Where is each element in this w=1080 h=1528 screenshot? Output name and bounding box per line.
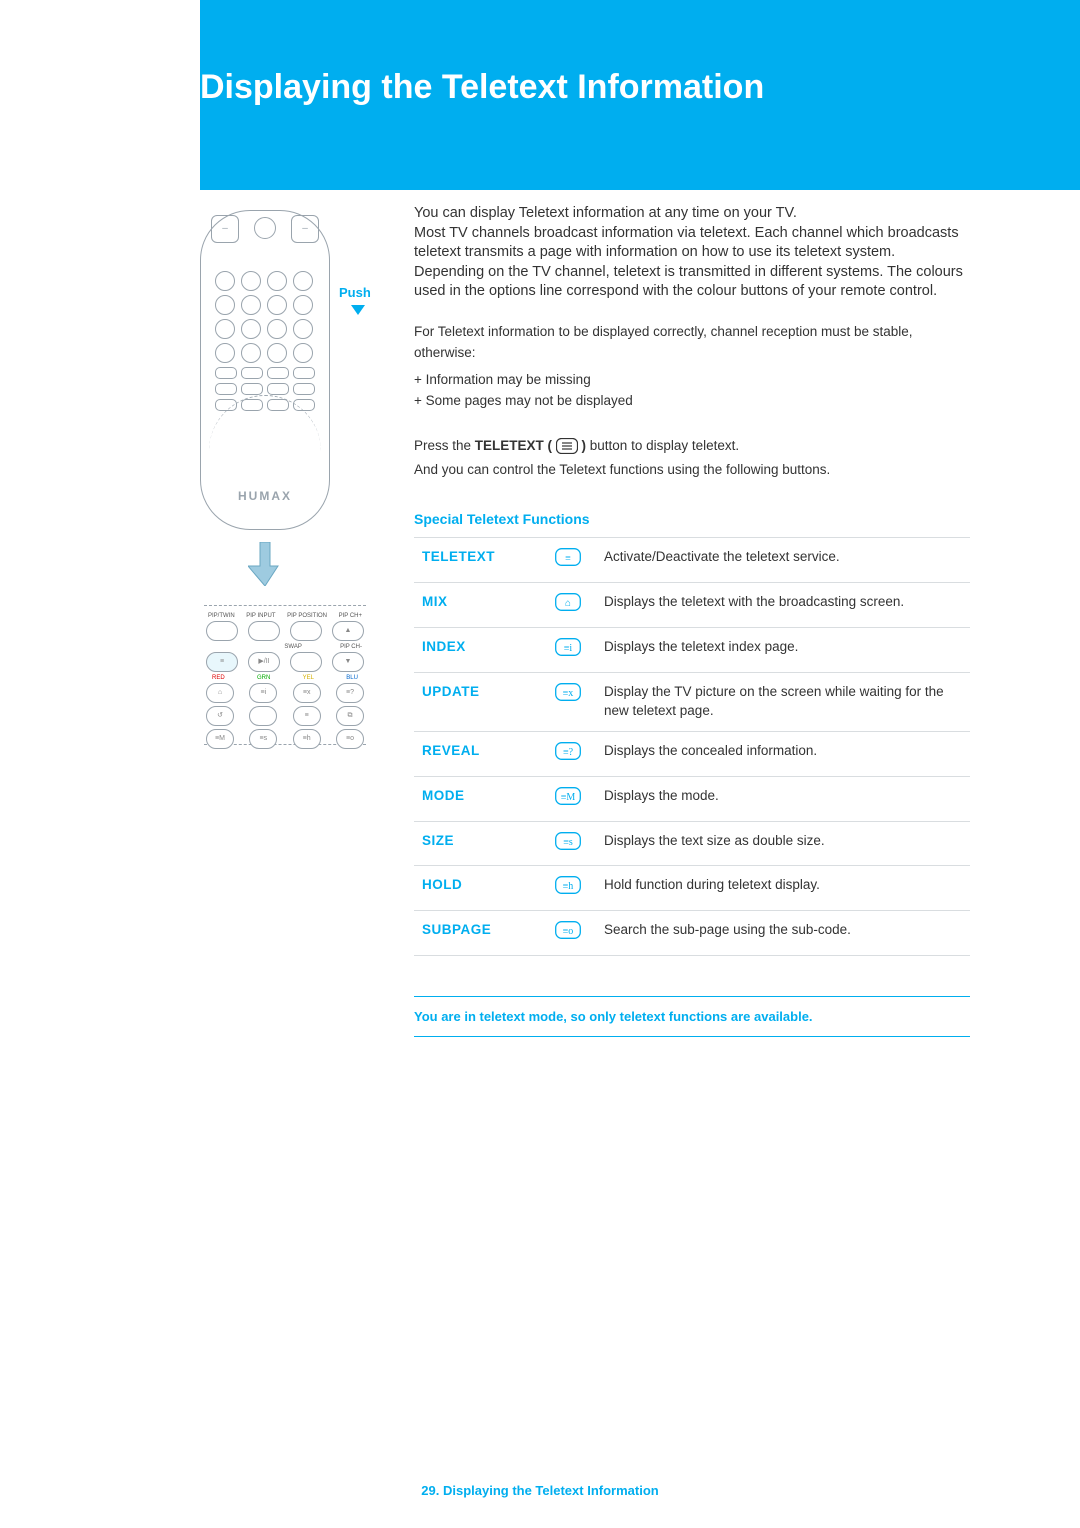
function-name: MODE [414,776,540,821]
zoom-color-label: RED [212,675,225,681]
table-row: REVEAL ≡? Displays the concealed informati… [414,731,970,776]
function-description: Displays the text size as double size. [596,821,970,866]
functions-table: TELETEXT ≡ Activate/Deactivate the teletex… [414,537,970,956]
function-name: INDEX [414,628,540,673]
note-bullet: + Information may be missing [414,370,970,391]
footnote: You are in teletext mode, so only telete… [414,996,970,1037]
zoom-label: PIP CH- [340,644,362,650]
svg-text:≡h: ≡h [563,881,574,892]
remote-brand-label: HUMAX [201,489,329,503]
function-name: SIZE [414,821,540,866]
function-name: SUBPAGE [414,911,540,956]
function-icon: ≡? [540,731,596,776]
table-row: MIX ⌂ Displays the teletext with the broad… [414,583,970,628]
zoom-label: PIP CH+ [339,613,362,619]
function-description: Display the TV picture on the screen whi… [596,673,970,732]
note-lead: For Teletext information to be displayed… [414,322,970,364]
function-icon: ≡ [540,538,596,583]
function-name: REVEAL [414,731,540,776]
note-bullet: + Some pages may not be displayed [414,391,970,412]
function-description: Displays the teletext index page. [596,628,970,673]
table-row: SIZE ≡s Displays the text size as double s… [414,821,970,866]
zoom-color-label: BLU [346,675,358,681]
zoom-label: PIP POSITION [287,613,327,619]
function-description: Displays the teletext with the broadcast… [596,583,970,628]
page-footer: 29. Displaying the Teletext Information [0,1483,1080,1498]
function-icon: ≡M [540,776,596,821]
table-row: MODE ≡M Displays the mode. [414,776,970,821]
page: Displaying the Teletext Information – – … [0,0,1080,1528]
svg-text:⌂: ⌂ [565,598,571,609]
zoom-label: SWAP [284,644,301,650]
section-heading: Special Teletext Functions [414,511,970,527]
remote-zoom-illustration: PIP/TWIN PIP INPUT PIP POSITION PIP CH+ … [200,605,370,745]
function-icon: ≡h [540,866,596,911]
push-arrow-icon [351,305,365,315]
svg-text:≡s: ≡s [563,837,573,848]
svg-text:≡M: ≡M [561,792,576,803]
remote-illustration: – – HUMAX Push [200,210,330,530]
function-description: Hold function during teletext display. [596,866,970,911]
table-row: SUBPAGE ≡o Search the sub-page using the s… [414,911,970,956]
teletext-icon [556,438,578,461]
function-icon: ≡o [540,911,596,956]
svg-text:≡?: ≡? [563,747,574,758]
header-bar: Displaying the Teletext Information [200,0,1080,190]
function-name: HOLD [414,866,540,911]
function-icon: ⌂ [540,583,596,628]
function-icon: ≡x [540,673,596,732]
left-illustration-column: – – HUMAX Push [200,210,360,745]
function-description: Activate/Deactivate the teletext service… [596,538,970,583]
press-instruction: Press the TELETEXT ( ) button to display… [414,436,970,482]
intro-paragraph: You can display Teletext information at … [414,204,970,302]
function-name: TELETEXT [414,538,540,583]
down-arrow-icon [200,542,330,591]
zoom-label: PIP INPUT [246,613,275,619]
function-icon: ≡s [540,821,596,866]
function-name: MIX [414,583,540,628]
zoom-color-label: YEL [303,675,314,681]
function-description: Displays the concealed information. [596,731,970,776]
function-description: Displays the mode. [596,776,970,821]
body-content: You can display Teletext information at … [414,204,970,1037]
zoom-label: PIP/TWIN [208,613,235,619]
svg-text:≡x: ≡x [563,688,574,699]
svg-text:≡: ≡ [565,553,571,564]
table-row: HOLD ≡h Hold function during teletext disp… [414,866,970,911]
function-name: UPDATE [414,673,540,732]
page-title: Displaying the Teletext Information [200,68,1080,107]
table-row: TELETEXT ≡ Activate/Deactivate the teletex… [414,538,970,583]
table-row: INDEX ≡i Displays the teletext index page. [414,628,970,673]
zoom-color-label: GRN [257,675,270,681]
table-row: UPDATE ≡x Display the TV picture on the sc… [414,673,970,732]
svg-text:≡i: ≡i [564,643,573,654]
function-description: Search the sub-page using the sub-code. [596,911,970,956]
push-label: Push [339,285,371,300]
function-icon: ≡i [540,628,596,673]
svg-text:≡o: ≡o [563,926,574,937]
